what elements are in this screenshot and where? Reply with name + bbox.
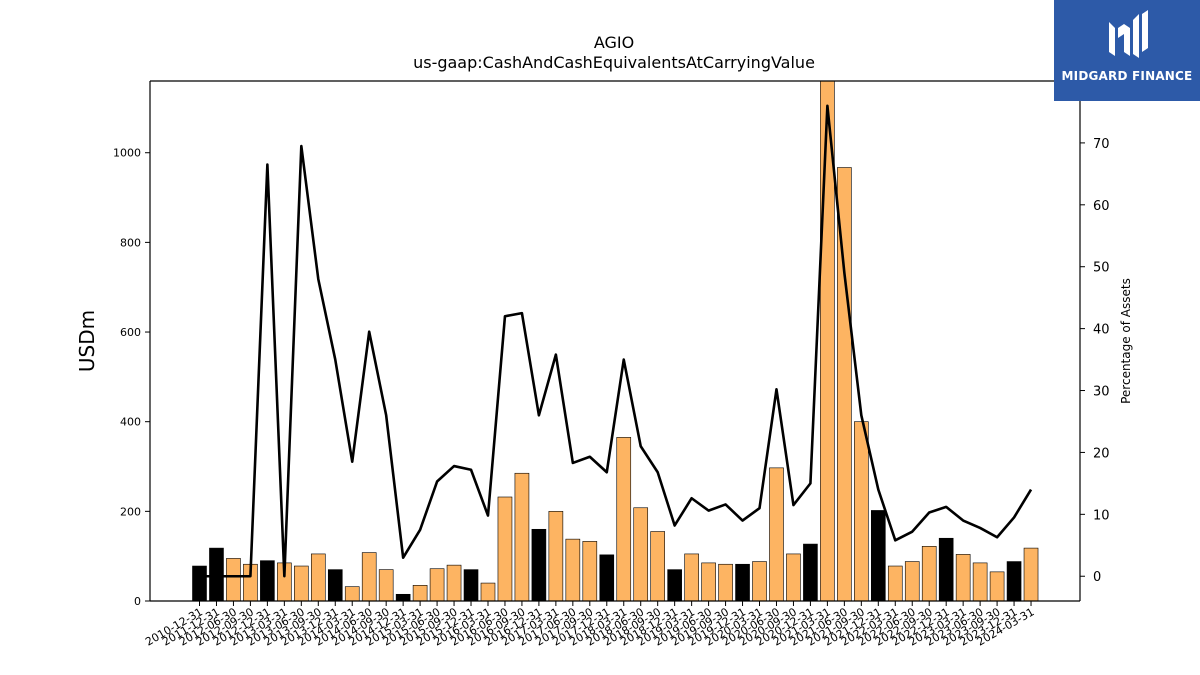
bar xyxy=(327,569,343,602)
bar xyxy=(650,531,665,602)
line-group xyxy=(199,104,1033,578)
bar xyxy=(1006,561,1022,602)
axes-group: 020040060080010000102030405060702010-12-… xyxy=(113,80,1110,649)
bar xyxy=(599,554,615,602)
bar xyxy=(1023,547,1039,602)
bar xyxy=(310,553,326,602)
y2-tick-label: 60 xyxy=(1093,199,1110,214)
bar xyxy=(260,560,275,602)
bar xyxy=(752,561,767,602)
brand-logo: MIDGARD FINANCE xyxy=(1054,0,1200,101)
bar xyxy=(633,507,649,602)
bar xyxy=(565,538,581,602)
bar xyxy=(786,553,801,602)
y2-tick-label: 40 xyxy=(1093,323,1110,338)
chart-subtitle: us-gaap:CashAndCashEquivalentsAtCarrying… xyxy=(413,53,815,72)
bar xyxy=(294,565,309,602)
y2-tick-label: 70 xyxy=(1093,137,1110,152)
bar xyxy=(854,421,869,602)
chart-title: AGIO xyxy=(594,33,634,52)
bar xyxy=(378,569,394,602)
bar xyxy=(446,564,462,602)
bar xyxy=(582,541,598,602)
bar xyxy=(701,562,716,602)
bar xyxy=(192,565,207,602)
y2-tick-label: 50 xyxy=(1093,261,1110,276)
bar xyxy=(344,586,360,602)
bar xyxy=(209,547,224,602)
bars-group xyxy=(192,80,1039,602)
bar xyxy=(429,568,445,602)
y-tick-label: 800 xyxy=(120,236,141,249)
midgard-logo-icon xyxy=(1109,10,1148,58)
bar xyxy=(887,565,903,602)
bar xyxy=(361,552,377,602)
bar xyxy=(497,496,513,602)
bar xyxy=(412,585,428,602)
bar xyxy=(480,582,496,602)
y2-axis-label: Percentage of Assets xyxy=(1119,278,1133,404)
y-tick-label: 200 xyxy=(120,505,141,518)
bar xyxy=(870,510,886,602)
bar xyxy=(938,537,954,602)
y2-tick-label: 10 xyxy=(1093,508,1110,523)
y-tick-label: 1000 xyxy=(113,147,141,160)
bar xyxy=(735,563,750,602)
y-tick-label: 600 xyxy=(120,326,141,339)
bar xyxy=(667,569,682,602)
bar xyxy=(463,569,479,602)
y-tick-label: 400 xyxy=(120,416,141,429)
bar xyxy=(904,561,920,602)
percentage-line xyxy=(199,104,1033,578)
bar xyxy=(955,554,971,602)
y2-tick-label: 0 xyxy=(1093,570,1101,585)
bar xyxy=(718,563,733,602)
bar xyxy=(226,558,241,602)
bar xyxy=(972,562,988,602)
bar xyxy=(989,571,1005,602)
brand-name: MIDGARD FINANCE xyxy=(1061,69,1193,83)
bar xyxy=(514,472,530,602)
bar xyxy=(803,543,818,602)
y2-tick-label: 20 xyxy=(1093,446,1110,461)
y-axis-label: USDm xyxy=(75,310,99,372)
bar xyxy=(684,553,699,602)
bar xyxy=(769,467,784,602)
bar xyxy=(548,511,564,602)
bar xyxy=(395,593,411,602)
bar xyxy=(531,528,547,602)
bar xyxy=(616,437,632,602)
bar xyxy=(921,546,937,602)
y2-tick-label: 30 xyxy=(1093,385,1110,400)
y-tick-label: 0 xyxy=(134,595,141,608)
